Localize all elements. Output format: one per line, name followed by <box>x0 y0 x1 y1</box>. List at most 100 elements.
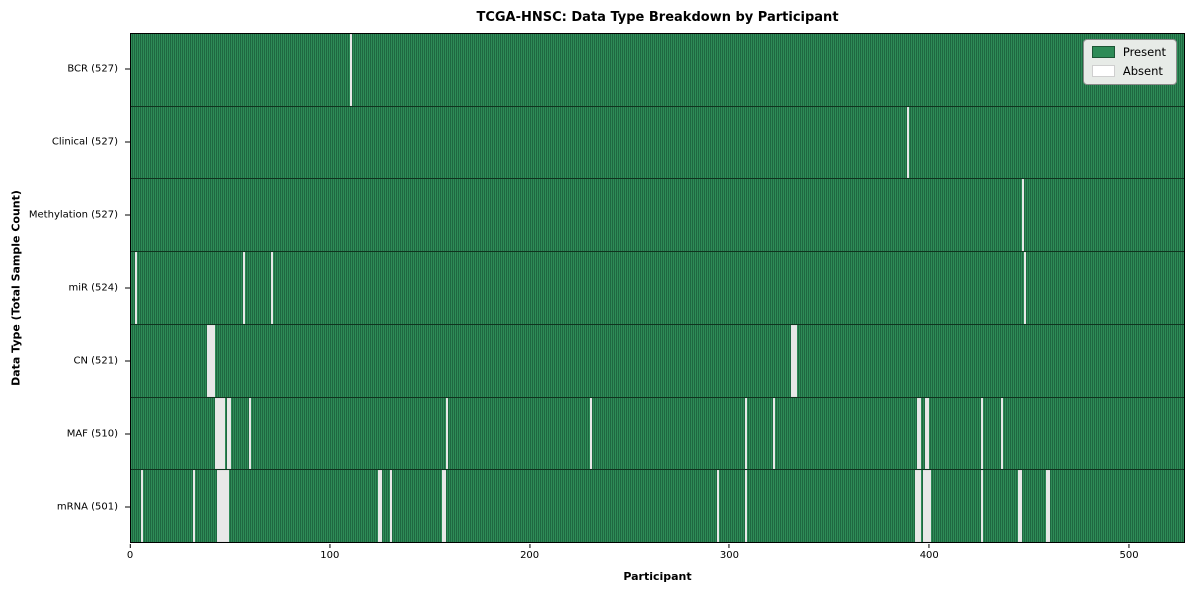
heatmap-row-bcr <box>131 34 1184 107</box>
absent-bar <box>140 470 143 543</box>
absent-bar <box>980 397 983 470</box>
absent-bar <box>980 470 983 543</box>
legend-label-present: Present <box>1122 45 1166 59</box>
absent-bar <box>214 397 217 470</box>
absent-bar <box>208 324 211 397</box>
absent-bar <box>906 106 909 179</box>
x-tick-mark <box>529 544 531 548</box>
absent-bar <box>226 470 229 543</box>
absent-bar <box>242 252 245 324</box>
absent-bar <box>442 470 445 543</box>
x-tick-mark <box>329 544 331 548</box>
absent-bar <box>928 470 931 543</box>
y-tick-mark <box>125 68 130 70</box>
x-tick-label: 200 <box>520 550 540 561</box>
absent-bar <box>926 470 929 543</box>
absent-bar <box>926 397 929 470</box>
x-tick-0: 0 <box>127 544 133 561</box>
x-tick-100: 100 <box>320 544 339 561</box>
x-tick-200: 200 <box>520 544 539 561</box>
absent-bar <box>390 470 393 543</box>
heatmap-row-cn <box>131 324 1184 398</box>
absent-bar <box>914 470 917 543</box>
absent-bar <box>1046 470 1049 543</box>
absent-bar <box>745 470 748 543</box>
absent-bar <box>222 397 225 470</box>
absent-bar <box>745 397 748 470</box>
x-tick-label: 500 <box>1119 550 1139 561</box>
x-axis-label: Participant <box>623 570 692 583</box>
y-tick-label-mir: miR (524) <box>68 282 118 294</box>
absent-bar <box>216 470 219 543</box>
x-tick-label: 400 <box>919 550 939 561</box>
y-tick-mark <box>125 506 130 508</box>
x-tick-label: 100 <box>320 550 340 561</box>
legend-entry-present: Present <box>1091 45 1166 59</box>
absent-bar <box>444 470 447 543</box>
absent-bar <box>378 470 381 543</box>
absent-bar <box>248 397 251 470</box>
legend: Present Absent <box>1082 39 1177 85</box>
y-tick-mark <box>125 433 130 435</box>
x-tick-500: 500 <box>1120 544 1139 561</box>
x-tick-row: 0 100 200 300 400 500 <box>127 544 1185 566</box>
absent-bar <box>793 324 796 397</box>
absent-bar <box>1022 179 1025 252</box>
plot-area: Present Absent <box>130 33 1185 543</box>
y-tick-mark <box>125 141 130 143</box>
absent-bar <box>270 252 273 324</box>
absent-bar <box>224 470 227 543</box>
heatmap-row-clinical <box>131 106 1184 180</box>
absent-bar <box>916 397 919 470</box>
absent-bar <box>918 397 921 470</box>
absent-bar <box>1020 470 1023 543</box>
absent-bar <box>1048 470 1051 543</box>
absent-bar <box>589 397 592 470</box>
absent-bar <box>924 397 927 470</box>
absent-bar <box>380 470 383 543</box>
absent-bar <box>218 397 221 470</box>
y-tick-mark <box>125 360 130 362</box>
absent-bar <box>134 252 137 324</box>
absent-swatch <box>1091 65 1115 77</box>
y-tick-label-methylation: Methylation (527) <box>28 209 118 221</box>
absent-bar <box>791 324 794 397</box>
y-tick-marks <box>125 33 130 543</box>
absent-bar <box>226 397 229 470</box>
absent-bar <box>220 397 223 470</box>
x-tick-mark <box>928 544 930 548</box>
x-tick-400: 400 <box>920 544 939 561</box>
absent-bar <box>218 470 221 543</box>
absent-bar <box>222 470 225 543</box>
y-tick-labels: BCR (527) Clinical (527) Methylation (527)… <box>0 33 124 543</box>
absent-bar <box>192 470 195 543</box>
y-tick-label-mrna: mRNA (501) <box>56 501 118 513</box>
x-tick-300: 300 <box>720 544 739 561</box>
absent-bar <box>924 470 927 543</box>
absent-bar <box>220 470 223 543</box>
absent-bar <box>1018 470 1021 543</box>
absent-bar <box>717 470 720 543</box>
y-tick-mark <box>125 214 130 216</box>
absent-bar <box>350 34 353 106</box>
absent-bar <box>446 397 449 470</box>
absent-bar <box>228 397 231 470</box>
legend-entry-absent: Absent <box>1091 64 1166 78</box>
absent-bar <box>1000 397 1003 470</box>
x-tick-mark <box>129 544 131 548</box>
absent-bar <box>212 324 215 397</box>
x-tick-label: 300 <box>719 550 739 561</box>
absent-bar <box>916 470 919 543</box>
y-tick-mark <box>125 287 130 289</box>
heatmap-row-methylation <box>131 179 1184 253</box>
y-tick-label-clinical: Clinical (527) <box>51 136 118 148</box>
absent-bar <box>1024 252 1027 324</box>
x-tick-mark <box>1128 544 1130 548</box>
y-tick-label-cn: CN (521) <box>73 355 118 367</box>
present-swatch <box>1091 46 1115 58</box>
chart-title: TCGA-HNSC: Data Type Breakdown by Partic… <box>476 10 839 25</box>
legend-label-absent: Absent <box>1122 64 1163 78</box>
absent-bar <box>206 324 209 397</box>
y-tick-label-bcr: BCR (527) <box>67 63 118 75</box>
